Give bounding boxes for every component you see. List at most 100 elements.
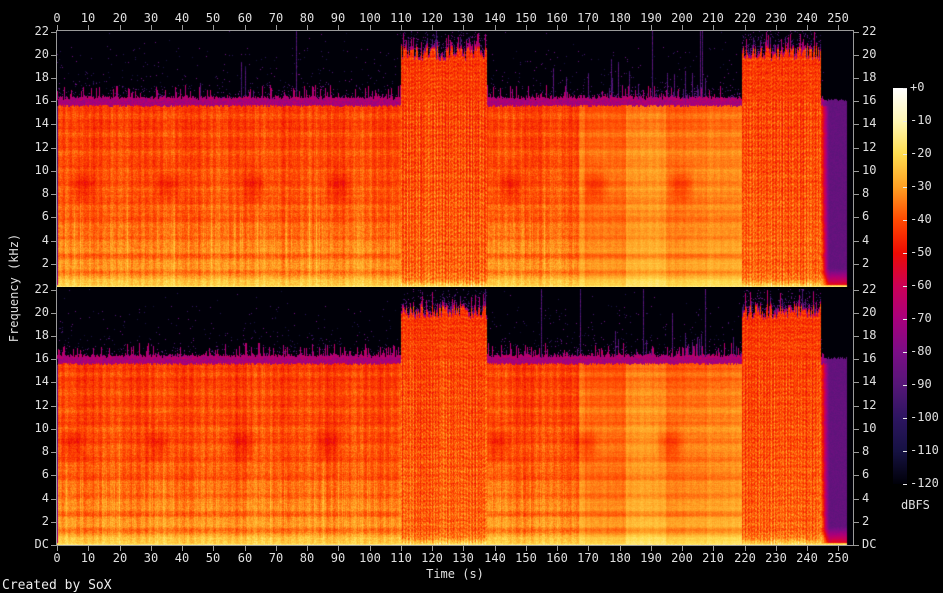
freq-tick-label-right-panel1: 16: [862, 93, 877, 107]
freq-tick-right-panel1: [854, 101, 859, 102]
time-tick-label-top: 210: [702, 11, 724, 25]
time-tick-top: [57, 25, 58, 30]
freq-tick-label-left-panel2: 20: [34, 305, 49, 319]
colorbar-notch: [903, 253, 907, 254]
time-tick-bottom: [88, 546, 89, 551]
time-tick-top: [620, 25, 621, 30]
time-tick-top: [432, 25, 433, 30]
time-tick-label-bottom: 80: [299, 551, 315, 565]
time-tick-bottom: [245, 546, 246, 551]
freq-tick-label-right-panel1: 2: [862, 256, 870, 270]
freq-tick-label-left-panel1: 14: [34, 116, 49, 130]
time-tick-top: [713, 25, 714, 30]
time-tick-label-bottom: 180: [609, 551, 631, 565]
time-tick-bottom: [588, 546, 589, 551]
freq-tick-label-right-panel2: 6: [862, 467, 870, 481]
freq-tick-label-left-panel1: 10: [34, 163, 49, 177]
freq-tick-label-right-panel1: 10: [862, 163, 877, 177]
colorbar-unit-label: dBFS: [901, 498, 930, 512]
time-tick-top: [307, 25, 308, 30]
freq-tick-label-left-panel2: 2: [41, 514, 49, 528]
time-tick-label-bottom: 40: [174, 551, 190, 565]
freq-tick-right-panel1: [854, 124, 859, 125]
time-tick-label-bottom: 70: [268, 551, 284, 565]
freq-tick-label-left-panel1: 2: [41, 256, 49, 270]
freq-tick-left-panel2: [51, 452, 56, 453]
freq-tick-label-left-panel2: DC: [34, 537, 49, 551]
colorbar-tick-label: -110: [910, 443, 939, 457]
freq-tick-left-panel2: [51, 522, 56, 523]
time-tick-bottom: [432, 546, 433, 551]
colorbar-tick-label: +0: [910, 80, 925, 94]
freq-tick-label-right-panel2: 10: [862, 421, 877, 435]
time-tick-label-bottom: 10: [80, 551, 96, 565]
time-tick-label-bottom: 90: [330, 551, 346, 565]
colorbar-tick-label: -70: [910, 311, 932, 325]
time-tick-label-top: 120: [421, 11, 443, 25]
time-tick-bottom: [307, 546, 308, 551]
time-tick-bottom: [401, 546, 402, 551]
freq-tick-left-panel1: [51, 217, 56, 218]
colorbar-notch: [903, 154, 907, 155]
time-tick-label-bottom: 120: [421, 551, 443, 565]
freq-tick-label-right-panel2: 2: [862, 514, 870, 528]
freq-tick-left-panel2: [51, 499, 56, 500]
time-tick-top: [745, 25, 746, 30]
time-tick-bottom: [651, 546, 652, 551]
colorbar-tick-label: -10: [910, 113, 932, 127]
time-tick-label-top: 40: [174, 11, 190, 25]
time-tick-bottom: [557, 546, 558, 551]
colorbar-tick-label: -80: [910, 344, 932, 358]
colorbar-notch: [903, 286, 907, 287]
time-tick-bottom: [463, 546, 464, 551]
time-tick-label-top: 10: [80, 11, 96, 25]
colorbar-notch: [903, 484, 907, 485]
freq-tick-left-panel1: [51, 264, 56, 265]
freq-tick-right-panel2: [854, 522, 859, 523]
time-tick-bottom: [776, 546, 777, 551]
time-tick-top: [213, 25, 214, 30]
y-axis-title: Frequency (kHz): [7, 233, 21, 343]
time-tick-label-top: 20: [112, 11, 128, 25]
time-tick-bottom: [57, 546, 58, 551]
freq-tick-label-right-panel2: 20: [862, 305, 877, 319]
freq-tick-label-left-panel2: 6: [41, 467, 49, 481]
freq-tick-left-panel2: [51, 545, 56, 546]
freq-tick-label-right-panel1: 6: [862, 209, 870, 223]
freq-tick-left-panel1: [51, 32, 56, 33]
freq-tick-label-left-panel1: 12: [34, 140, 49, 154]
time-tick-bottom: [213, 546, 214, 551]
time-tick-top: [276, 25, 277, 30]
freq-tick-label-right-panel1: 22: [862, 24, 877, 38]
freq-tick-left-panel1: [51, 241, 56, 242]
freq-tick-left-panel2: [51, 336, 56, 337]
freq-tick-left-panel1: [51, 78, 56, 79]
time-tick-label-top: 30: [143, 11, 159, 25]
time-tick-label-bottom: 190: [640, 551, 662, 565]
freq-tick-left-panel1: [51, 171, 56, 172]
time-tick-top: [838, 25, 839, 30]
colorbar-tick-label: -90: [910, 377, 932, 391]
freq-tick-label-left-panel2: 14: [34, 374, 49, 388]
colorbar-notch: [903, 121, 907, 122]
freq-tick-right-panel2: [854, 313, 859, 314]
time-tick-label-bottom: 60: [237, 551, 253, 565]
time-tick-top: [557, 25, 558, 30]
freq-tick-label-left-panel2: 12: [34, 398, 49, 412]
colorbar-notch: [903, 319, 907, 320]
colorbar-tick-label: -30: [910, 179, 932, 193]
time-tick-label-top: 70: [268, 11, 284, 25]
freq-tick-right-panel1: [854, 78, 859, 79]
colorbar-tick-label: -40: [910, 212, 932, 226]
freq-tick-label-right-panel2: 8: [862, 444, 870, 458]
time-tick-label-bottom: 50: [205, 551, 221, 565]
freq-tick-label-left-panel1: 22: [34, 24, 49, 38]
freq-tick-label-left-panel2: 18: [34, 328, 49, 342]
colorbar-tick-label: -50: [910, 245, 932, 259]
freq-tick-left-panel2: [51, 406, 56, 407]
freq-tick-right-panel1: [854, 194, 859, 195]
freq-tick-label-right-panel2: 16: [862, 351, 877, 365]
time-tick-label-top: 80: [299, 11, 315, 25]
time-tick-bottom: [526, 546, 527, 551]
